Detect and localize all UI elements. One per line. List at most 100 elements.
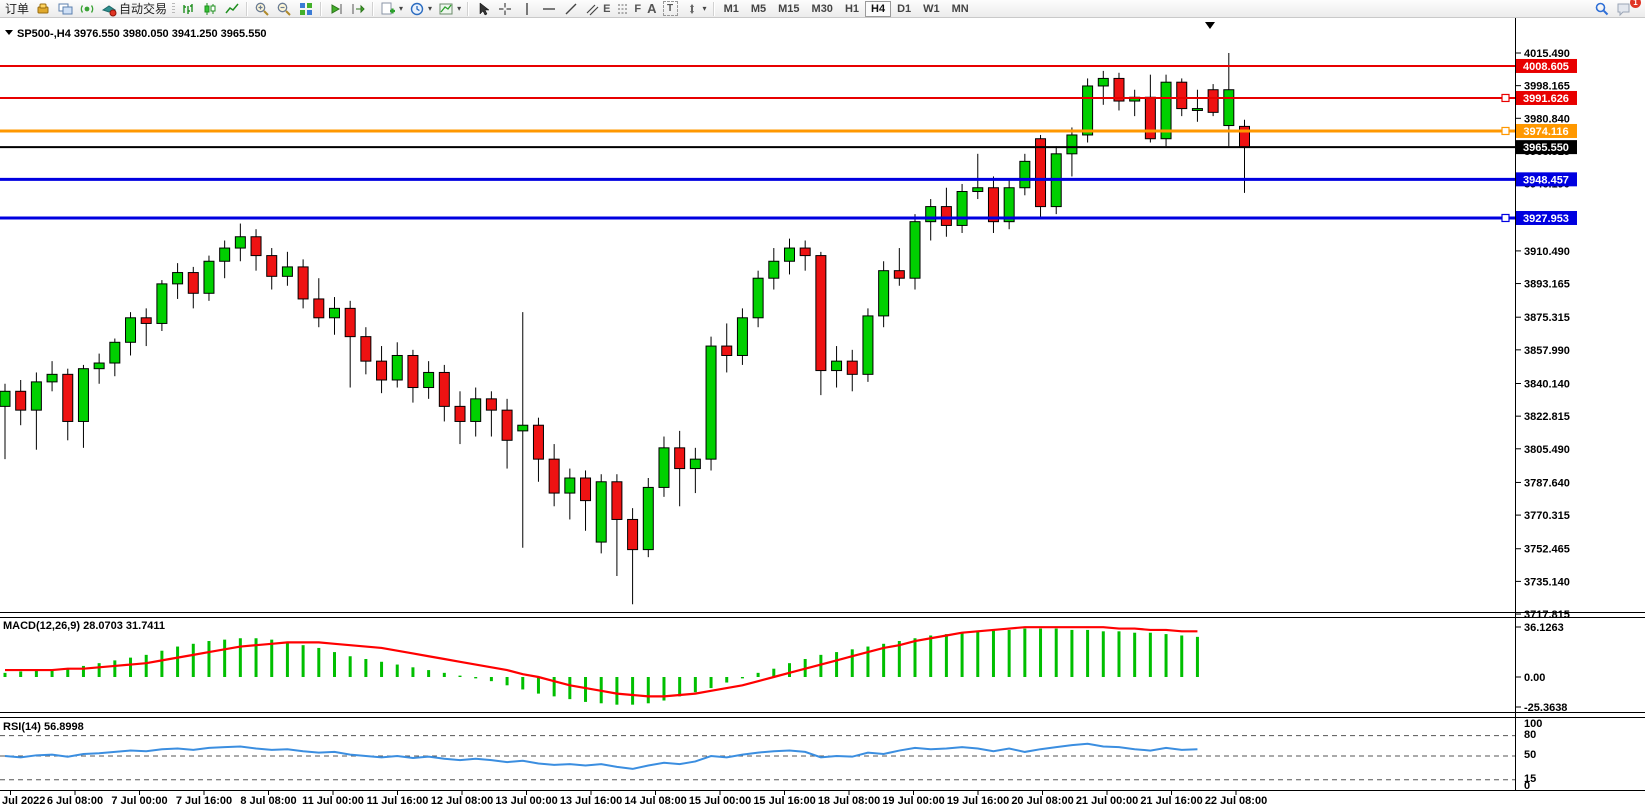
symbol-dropdown-icon[interactable] [5, 30, 13, 35]
bear-candle [846, 360, 858, 375]
charts-window-button[interactable] [54, 1, 76, 17]
timeframe-m1[interactable]: M1 [723, 2, 739, 15]
macd-pane [3, 626, 1199, 705]
line-chart-icon [224, 1, 240, 17]
price-tick-label: 3980.840 [1524, 113, 1570, 125]
bull-candle [768, 260, 780, 279]
text-tool-button[interactable]: A [644, 1, 659, 17]
bear-candle [485, 398, 497, 411]
autotrade-button[interactable]: 自动交易 [98, 1, 170, 17]
bear-candle [815, 255, 827, 372]
dropdown-caret-icon: ▾ [457, 4, 462, 13]
horizontal-line-tool-button[interactable] [538, 1, 560, 17]
timeframe-h4[interactable]: H4 [865, 0, 892, 17]
dropdown-caret-icon: ▾ [702, 4, 707, 13]
time-tick-label: 14 Jul 08:00 [624, 795, 686, 807]
price-badge-label: 3948.457 [1523, 174, 1569, 186]
bar-chart-mode-button[interactable] [177, 1, 199, 17]
bull-candle [1066, 134, 1078, 155]
time-tick-label: 7 Jul 00:00 [111, 795, 167, 807]
text-tool-icon: A [647, 1, 657, 16]
macd-axis-label: 36.1263 [1524, 622, 1564, 634]
timeframe-m5[interactable]: M5 [750, 2, 767, 15]
new-order-button[interactable]: 订单 [2, 1, 32, 17]
notifications-button[interactable]: 1 [1613, 0, 1641, 17]
bull-candle [1223, 89, 1235, 127]
time-tick-label: 13 Jul 00:00 [495, 795, 557, 807]
chart-shift-button[interactable] [347, 1, 369, 17]
bear-candle [1144, 96, 1156, 140]
toolbar-separator [467, 1, 470, 16]
line-drag-handle[interactable] [1501, 213, 1510, 223]
bull-candle [77, 368, 89, 422]
signals-button[interactable] [76, 1, 98, 17]
line-drag-handle[interactable] [1501, 93, 1510, 103]
bear-candle [438, 371, 450, 407]
bull-candle [0, 390, 11, 407]
equidistant-channel-tool-button[interactable]: E [582, 1, 613, 17]
periods-button[interactable]: ▾ [406, 1, 435, 17]
price-badge [1516, 172, 1577, 187]
time-tick-label: 8 Jul 08:00 [240, 795, 296, 807]
chart-shift-marker[interactable] [1205, 22, 1215, 29]
chart-area[interactable]: 4015.4903998.1653980.8403963.5153946.190… [0, 18, 1645, 810]
panel-labels: SP500-,H4 3976.550 3980.050 3941.250 396… [3, 22, 1215, 733]
bar-chart-icon [180, 1, 196, 17]
fibonacci-icon [616, 1, 632, 17]
templates-button[interactable]: ▾ [435, 1, 464, 17]
fibonacci-tool-button[interactable]: F [613, 1, 644, 17]
bear-candle [501, 409, 513, 441]
timeframe-mn[interactable]: MN [951, 2, 969, 15]
zoom-in-button[interactable] [251, 1, 273, 17]
zoom-out-icon [276, 1, 292, 17]
bear-candle [15, 390, 27, 411]
bull-candle [658, 447, 670, 488]
bull-candle [391, 354, 403, 381]
bear-candle [187, 272, 199, 294]
text-label-tool-button[interactable]: T [660, 1, 681, 17]
chart-title: SP500-,H4 3976.550 3980.050 3941.250 396… [17, 28, 267, 40]
bull-candle [423, 371, 435, 389]
timeframe-d1[interactable]: D1 [897, 2, 912, 15]
time-tick-label: 11 Jul 00:00 [302, 795, 364, 807]
time-tick-label: 12 Jul 08:00 [431, 795, 493, 807]
notification-badge: 1 [1630, 0, 1641, 8]
candlestick-mode-button[interactable] [199, 1, 221, 17]
price-tick-label: 3735.140 [1524, 576, 1570, 588]
bull-candle [878, 270, 890, 317]
price-tick-label: 3840.140 [1524, 378, 1570, 390]
time-axis[interactable]: Jul 2022 6 Jul 08:00 7 Jul 00:00 7 Jul 16:0… [2, 791, 1267, 807]
cursor-tool-button[interactable] [472, 1, 494, 17]
zoom-in-icon [254, 1, 270, 17]
arrows-tool-button[interactable]: ▾ [681, 1, 710, 17]
auto-scroll-button[interactable] [325, 1, 347, 17]
market-button[interactable] [32, 1, 54, 17]
bull-candle [642, 486, 654, 551]
line-chart-mode-button[interactable] [221, 1, 243, 17]
bull-candle [1097, 77, 1109, 87]
toolbar-separator [712, 1, 715, 16]
crosshair-tool-button[interactable] [494, 1, 516, 17]
bear-candle [344, 307, 356, 338]
price-axis[interactable]: 4015.4903998.1653980.8403963.5153946.190… [1515, 48, 1577, 792]
bull-candle [689, 458, 701, 470]
bear-candle [250, 236, 262, 257]
trendline-tool-button[interactable] [560, 1, 582, 17]
vertical-line-tool-button[interactable] [516, 1, 538, 17]
timeframe-w1[interactable]: W1 [923, 2, 940, 15]
timeframe-h1[interactable]: H1 [844, 2, 859, 15]
macd-signal-line [5, 626, 1198, 698]
timeframe-m15[interactable]: M15 [778, 2, 800, 15]
zoom-out-button[interactable] [273, 1, 295, 17]
bear-candle [140, 317, 152, 324]
dropdown-caret-icon: ▾ [399, 4, 404, 13]
time-tick-label: 19 Jul 16:00 [947, 795, 1009, 807]
tile-windows-button[interactable] [295, 1, 317, 17]
bull-candle [46, 373, 58, 383]
line-drag-handle[interactable] [1501, 126, 1510, 136]
bear-candle [360, 336, 372, 362]
timeframe-m30[interactable]: M30 [811, 2, 833, 15]
indicators-button[interactable]: ▾ [377, 1, 406, 17]
search-button[interactable] [1591, 1, 1613, 17]
rsi-pane [0, 735, 1515, 781]
